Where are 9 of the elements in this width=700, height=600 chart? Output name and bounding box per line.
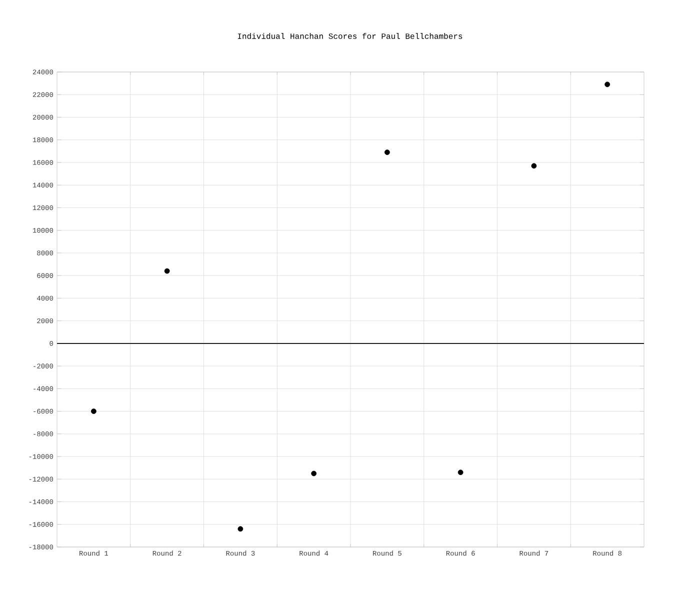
- point: [384, 150, 390, 155]
- point: [311, 470, 317, 476]
- point: [238, 526, 244, 532]
- point: [164, 268, 170, 274]
- point: [458, 470, 464, 476]
- point: [90, 408, 96, 414]
- point: [531, 163, 537, 169]
- chart-title: Individual Hanchan Scores for Paul Bellchambers: [238, 33, 462, 39]
- point: [604, 82, 610, 88]
